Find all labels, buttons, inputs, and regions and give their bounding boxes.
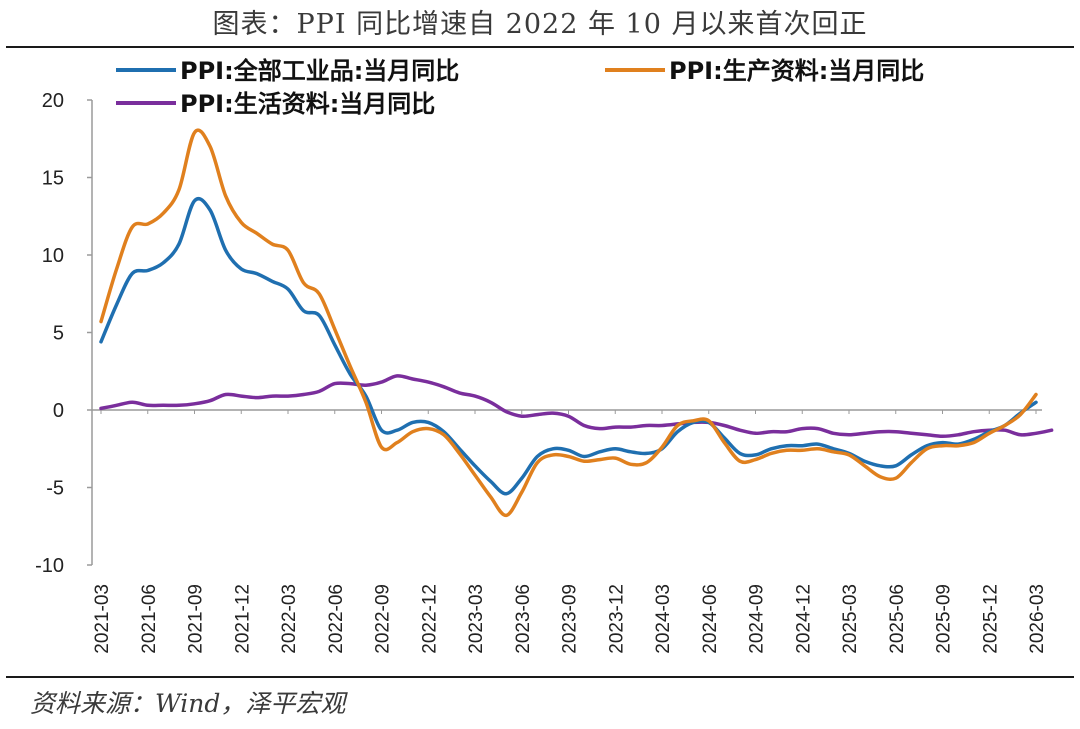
y-tick-label: 0	[53, 400, 64, 422]
y-tick-label: 20	[42, 90, 64, 112]
x-tick-label: 2023-03	[466, 584, 487, 654]
x-tick-label: 2024-03	[653, 584, 674, 654]
y-tick-label: 15	[42, 168, 64, 190]
x-tick-label: 2021-12	[232, 584, 253, 654]
x-tick-label: 2022-03	[279, 584, 300, 654]
x-tick-label: 2025-12	[980, 584, 1001, 654]
figure-title: 图表：PPI 同比增速自 2022 年 10 月以来首次回正	[212, 9, 868, 40]
legend-consumer-goods-label: PPI:生活资料:当月同比	[180, 90, 435, 118]
x-tick-label: 2024-12	[793, 584, 814, 654]
series-line-producer-goods	[99, 128, 1038, 518]
x-tick-label: 2021-03	[92, 584, 113, 654]
y-tick-label: 5	[53, 323, 64, 345]
line-chart: 20 15 10 5 0 -5 -10 2021-03 2021-06 2021-09 2021-1…	[35, 57, 1054, 654]
y-tick-label: -10	[35, 555, 64, 577]
bottom-rule	[6, 676, 1074, 678]
series-line-all-industrial	[99, 196, 1038, 496]
x-tick-label: 2026-03	[1027, 584, 1048, 654]
x-tick-label: 2023-06	[513, 584, 534, 654]
x-tick-label: 2021-09	[186, 584, 207, 654]
source-note: 资料来源：Wind，泽平宏观	[30, 689, 346, 718]
x-tick-label: 2025-06	[887, 584, 908, 654]
x-tick-label: 2022-06	[326, 584, 347, 654]
y-tick-label: -5	[46, 478, 64, 500]
x-tick-label: 2023-09	[560, 584, 581, 654]
x-tick-label: 2022-09	[373, 584, 394, 654]
x-tick-label: 2021-06	[139, 584, 160, 654]
x-tick-label: 2022-12	[419, 584, 440, 654]
x-tick-label: 2024-09	[747, 584, 768, 654]
x-tick-label: 2023-12	[606, 584, 627, 654]
x-tick-label: 2025-09	[934, 584, 955, 654]
series-line-consumer-goods	[99, 374, 1054, 439]
y-tick-label: 10	[42, 245, 64, 267]
x-tick-label: 2025-03	[840, 584, 861, 654]
x-tick-label: 2024-06	[700, 584, 721, 654]
legend-producer-goods-label: PPI:生产资料:当月同比	[669, 57, 924, 85]
top-rule	[6, 46, 1074, 48]
legend-all-industrial-label: PPI:全部工业品:当月同比	[180, 57, 459, 85]
